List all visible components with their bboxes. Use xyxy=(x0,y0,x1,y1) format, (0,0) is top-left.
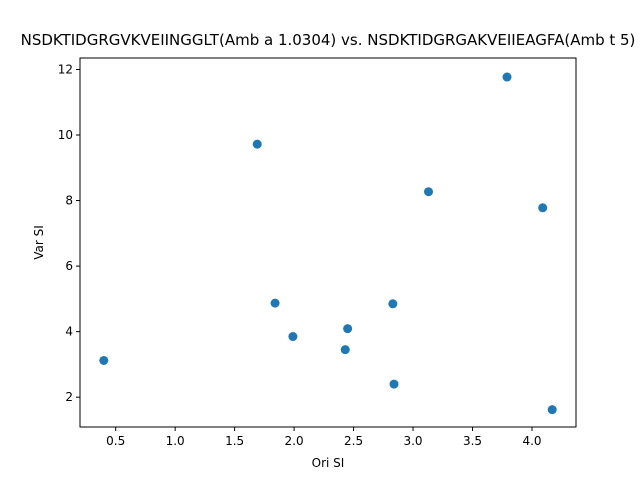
x-axis-label: Ori SI xyxy=(312,456,345,470)
axes-frame xyxy=(79,57,577,428)
y-tick-label: 10 xyxy=(58,128,73,142)
y-tick-label: 12 xyxy=(58,62,73,76)
x-tick-label: 2.0 xyxy=(285,434,304,448)
x-tick-label: 4.0 xyxy=(522,434,541,448)
y-axis-label: Var SI xyxy=(32,225,46,260)
data-point-8 xyxy=(389,379,399,389)
data-point-1 xyxy=(99,355,109,365)
x-tick-label: 2.5 xyxy=(344,434,363,448)
x-tick-label: 3.5 xyxy=(463,434,482,448)
points-layer xyxy=(99,72,557,415)
x-tick-label: 3.0 xyxy=(403,434,422,448)
data-point-5 xyxy=(340,345,350,355)
data-point-6 xyxy=(343,324,353,334)
chart-title: NSDKTIDGRGVKVEIINGGLT(Amb a 1.0304) vs. … xyxy=(20,31,636,49)
data-point-3 xyxy=(270,298,280,308)
plot-area xyxy=(80,58,576,427)
y-axis: 2 4 6 8 10 12 xyxy=(58,62,80,404)
data-point-4 xyxy=(288,332,298,342)
y-tick-label: 6 xyxy=(65,259,73,273)
data-point-9 xyxy=(424,187,434,197)
data-point-10 xyxy=(502,72,512,82)
data-point-2 xyxy=(252,139,262,149)
x-tick-label: 1.5 xyxy=(225,434,244,448)
y-tick-label: 8 xyxy=(65,194,73,208)
chart-title-container: NSDKTIDGRGVKVEIINGGLT(Amb a 1.0304) vs. … xyxy=(0,31,640,55)
data-point-12 xyxy=(547,405,557,415)
data-point-11 xyxy=(538,203,548,213)
x-axis: 0.5 1.0 1.5 2.0 2.5 3.0 3.5 4.0 xyxy=(106,427,542,448)
y-tick-label: 2 xyxy=(65,390,73,404)
x-tick-label: 0.5 xyxy=(106,434,125,448)
data-point-7 xyxy=(388,299,398,309)
x-tick-label: 1.0 xyxy=(166,434,185,448)
y-tick-label: 4 xyxy=(65,325,73,339)
